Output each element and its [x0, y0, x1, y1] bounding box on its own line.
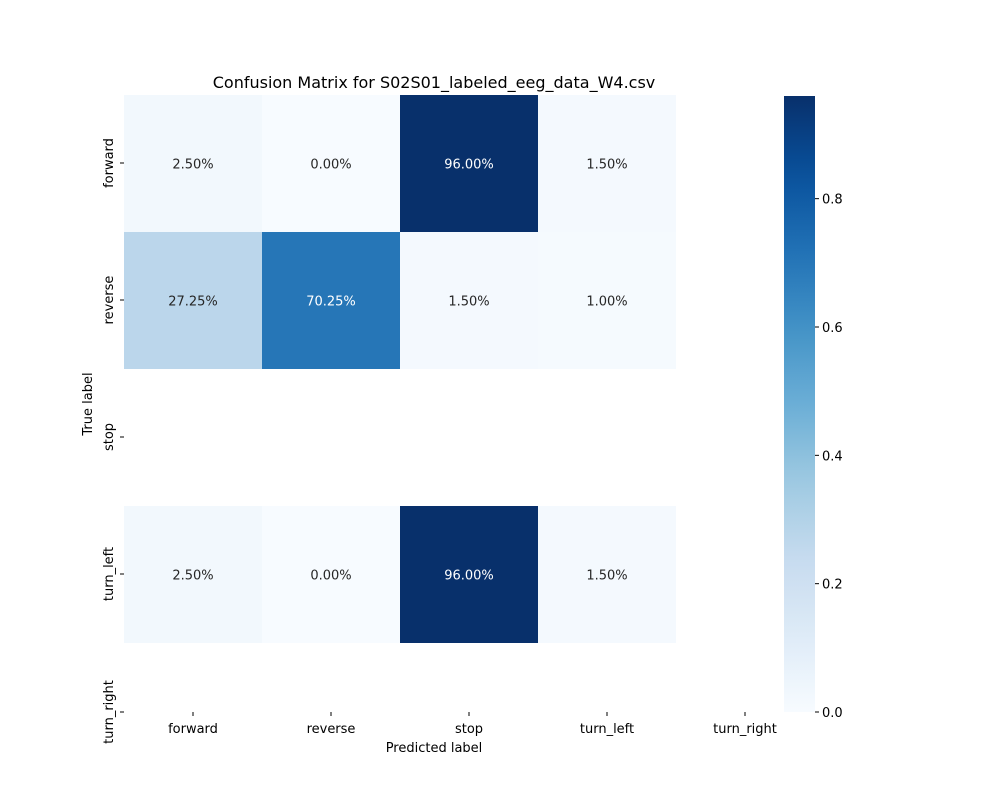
heatmap-cell — [262, 95, 400, 232]
heatmap-cell — [124, 232, 262, 369]
heatmap-cell — [124, 95, 262, 232]
x-tick-label: turn_right — [713, 722, 777, 737]
heatmap-cell — [262, 232, 400, 369]
heatmap-cell — [538, 506, 676, 643]
heatmap-cell — [400, 95, 538, 232]
y-tick-label: stop — [102, 423, 117, 451]
colorbar — [784, 96, 815, 712]
heatmap-cell — [538, 95, 676, 232]
y-axis-label: True label — [81, 372, 96, 436]
cell-annotation: 1.00% — [586, 295, 627, 310]
chart-title: Confusion Matrix for S02S01_labeled_eeg_… — [213, 73, 656, 93]
colorbar-tick-label: 0.6 — [822, 321, 843, 336]
cell-annotation: 2.50% — [172, 158, 213, 173]
y-tick-label: reverse — [102, 276, 117, 325]
colorbar-tick-label: 0.4 — [822, 449, 843, 464]
cell-annotation: 96.00% — [444, 158, 494, 173]
colorbar-tick-label: 0.2 — [822, 578, 843, 593]
heatmap-cell — [124, 506, 262, 643]
cell-annotation: 0.00% — [310, 569, 351, 584]
y-tick-label: forward — [102, 138, 117, 188]
x-axis-label: Predicted label — [386, 741, 483, 756]
x-tick-label: forward — [168, 722, 218, 737]
cell-annotation: 1.50% — [448, 295, 489, 310]
cell-annotation: 0.00% — [310, 158, 351, 173]
cell-annotation: 2.50% — [172, 569, 213, 584]
y-tick-label: turn_right — [102, 680, 117, 744]
cell-annotation: 1.50% — [586, 158, 627, 173]
y-tick-label: turn_left — [102, 547, 117, 601]
heatmap-cell — [262, 506, 400, 643]
x-tick-label: stop — [455, 722, 483, 737]
x-tick-label: turn_left — [580, 722, 634, 737]
heatmap-cell — [538, 232, 676, 369]
heatmap-cell — [400, 232, 538, 369]
heatmap-cell — [400, 506, 538, 643]
cell-annotation: 96.00% — [444, 569, 494, 584]
colorbar-tick-label: 0.8 — [822, 193, 843, 208]
cell-annotation: 1.50% — [586, 569, 627, 584]
x-tick-label: reverse — [307, 722, 356, 737]
cell-annotation: 27.25% — [168, 295, 218, 310]
cell-annotation: 70.25% — [306, 295, 356, 310]
colorbar-tick-label: 0.0 — [822, 706, 843, 721]
